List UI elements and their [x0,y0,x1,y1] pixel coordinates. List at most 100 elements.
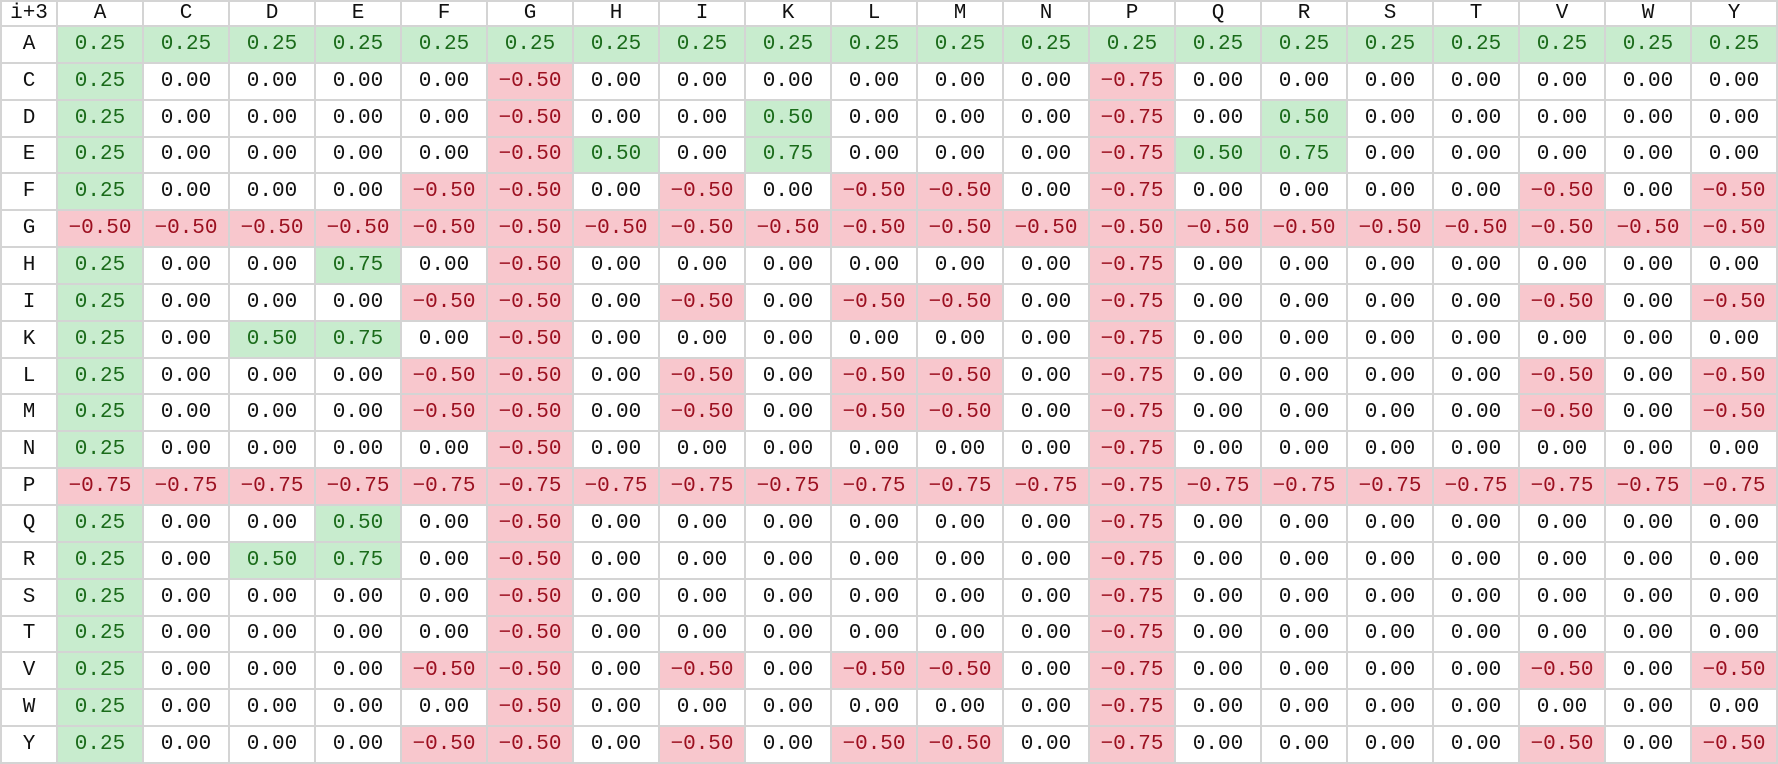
matrix-cell: −0.50 [1002,209,1090,249]
column-label: S [1346,0,1434,27]
matrix-cell: 0.00 [1260,393,1348,433]
matrix-cell: −0.50 [1518,651,1606,691]
matrix-cell: 0.00 [1260,540,1348,580]
matrix-row: G −0.50 −0.50 −0.50 −0.50 −0.50 −0.50 −0.50 −0.5… [0,209,1778,249]
matrix-cell: −0.50 [142,209,230,249]
matrix-cell: −0.50 [1690,209,1778,249]
matrix-cell: 0.00 [1174,246,1262,285]
matrix-cell: −0.50 [916,725,1004,764]
matrix-cell: 0.00 [572,688,660,728]
matrix-cell: 0.00 [1260,61,1348,101]
matrix-cell: −0.50 [400,282,488,322]
matrix-cell: 0.00 [142,725,230,764]
matrix-cell: 0.00 [1346,172,1434,212]
matrix-cell: 0.00 [1432,651,1520,691]
matrix-cell: 0.00 [744,651,832,691]
matrix-cell: 0.00 [1690,577,1778,617]
matrix-cell: 0.00 [228,503,316,543]
matrix-cell: 0.00 [1604,614,1692,654]
matrix-cell: 0.00 [1518,430,1606,470]
matrix-cell: 0.25 [744,25,832,64]
matrix-cell: 0.50 [744,98,832,138]
matrix-cell: 0.00 [1690,540,1778,580]
matrix-cell: 0.00 [1518,577,1606,617]
matrix-cell: −0.50 [658,725,746,764]
matrix-cell: 0.00 [1432,356,1520,396]
column-label: T [1432,0,1520,27]
column-label: P [1088,0,1176,27]
matrix-cell: 0.00 [228,577,316,617]
matrix-cell: −0.75 [1088,725,1176,764]
matrix-cell: 0.00 [400,503,488,543]
matrix-cell: 0.00 [1346,688,1434,728]
matrix-cell: −0.50 [1690,282,1778,322]
matrix-cell: −0.50 [830,393,918,433]
matrix-cell: 0.00 [744,540,832,580]
matrix-cell: 0.00 [1260,319,1348,359]
matrix-cell: 0.00 [314,98,402,138]
matrix-cell: 0.00 [1174,577,1262,617]
matrix-cell: −0.50 [400,172,488,212]
matrix-cell: 0.00 [744,725,832,764]
matrix-cell: 0.50 [1260,98,1348,138]
column-label: K [744,0,832,27]
matrix-cell: 0.00 [1604,282,1692,322]
row-label: Y [0,725,58,764]
matrix-row: C 0.25 0.00 0.00 0.00 0.00 −0.50 0.00 0.00 0.00 0.… [0,61,1778,101]
matrix-cell: 0.00 [572,651,660,691]
matrix-cell: 0.25 [56,430,144,470]
matrix-cell: 0.25 [56,651,144,691]
matrix-cell: 0.50 [228,540,316,580]
matrix-cell: 0.00 [572,577,660,617]
matrix-cell: 0.00 [1002,98,1090,138]
matrix-row: R 0.25 0.00 0.50 0.75 0.00 −0.50 0.00 0.00 0.00 0.… [0,540,1778,580]
matrix-cell: 0.00 [830,577,918,617]
matrix-cell: 0.00 [1002,651,1090,691]
matrix-cell: 0.00 [1346,135,1434,175]
matrix-cell: −0.75 [1088,282,1176,322]
matrix-cell: 0.00 [1346,246,1434,285]
matrix-cell: 0.00 [142,651,230,691]
matrix-cell: 0.25 [56,725,144,764]
matrix-cell: 0.00 [314,725,402,764]
matrix-cell: 0.00 [1518,319,1606,359]
matrix-cell: 0.25 [56,319,144,359]
matrix-cell: 0.00 [1432,725,1520,764]
matrix-cell: 0.00 [1690,319,1778,359]
matrix-cell: 0.00 [1174,503,1262,543]
matrix-cell: 0.00 [1432,540,1520,580]
matrix-cell: −0.75 [400,467,488,506]
matrix-cell: 0.00 [228,725,316,764]
matrix-cell: 0.00 [1690,503,1778,543]
matrix-cell: 0.00 [1260,430,1348,470]
row-label: D [0,98,58,138]
matrix-cell: 0.00 [1604,319,1692,359]
matrix-cell: −0.50 [916,172,1004,212]
column-label: L [830,0,918,27]
column-label: F [400,0,488,27]
matrix-cell: −0.50 [830,356,918,396]
matrix-cell: 0.00 [314,651,402,691]
matrix-cell: −0.50 [486,209,574,249]
matrix-row: D 0.25 0.00 0.00 0.00 0.00 −0.50 0.00 0.00 0.50 0.… [0,98,1778,138]
matrix-cell: 0.00 [1518,135,1606,175]
matrix-cell: 0.00 [1260,356,1348,396]
matrix-cell: −0.75 [1088,135,1176,175]
matrix-cell: 0.25 [314,25,402,64]
row-label: W [0,688,58,728]
matrix-cell: 0.00 [916,61,1004,101]
matrix-cell: 0.25 [1088,25,1176,64]
matrix-cell: 0.00 [1604,135,1692,175]
matrix-cell: 0.25 [400,25,488,64]
matrix-cell: 0.00 [658,540,746,580]
matrix-cell: 0.00 [228,356,316,396]
matrix-cell: −0.75 [228,467,316,506]
matrix-cell: −0.75 [1088,577,1176,617]
matrix-cell: 0.00 [400,135,488,175]
matrix-row: Y 0.25 0.00 0.00 0.00 −0.50 −0.50 0.00 −0.50 0.00… [0,725,1778,764]
matrix-cell: 0.00 [1346,393,1434,433]
matrix-cell: 0.00 [400,246,488,285]
matrix-row: E 0.25 0.00 0.00 0.00 0.00 −0.50 0.50 0.00 0.75 0.… [0,135,1778,175]
matrix-cell: −0.50 [486,430,574,470]
